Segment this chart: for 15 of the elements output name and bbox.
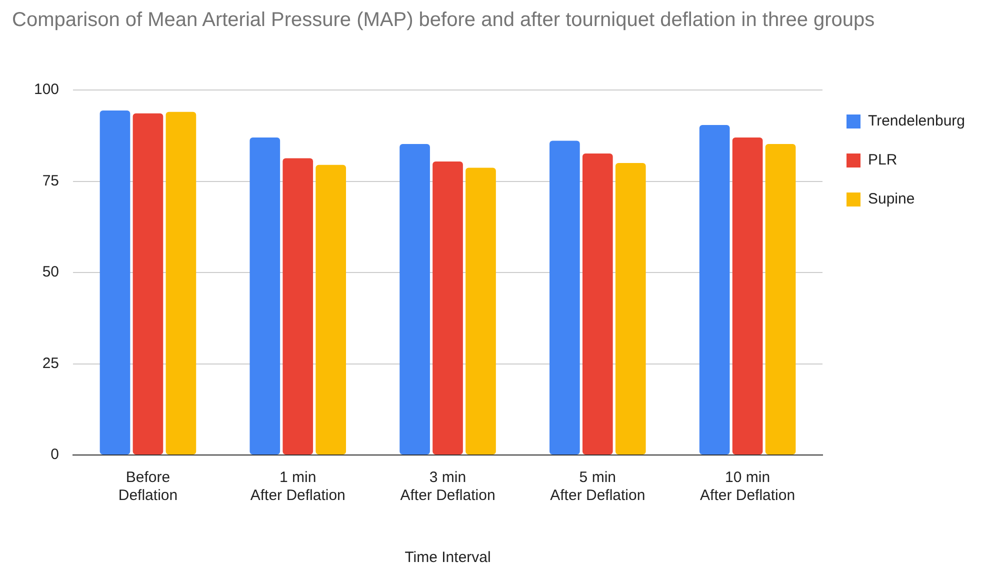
y-tick-label: 25 (42, 354, 60, 372)
x-tick-label: Before Deflation (118, 469, 178, 504)
y-tick-label: 100 (34, 81, 60, 98)
x-tick-label: 1 min After Deflation (250, 469, 346, 504)
y-tick-label: 75 (42, 172, 60, 190)
chart-title: Comparison of Mean Arterial Pressure (MAP) before and after tourniquet deflation in three groups (12, 8, 876, 32)
x-tick-label: 10 min After Deflation (700, 469, 796, 504)
legend-label: PLR (868, 152, 898, 169)
y-tick-label: 50 (42, 264, 60, 281)
legend-label: Trendelenburg (868, 112, 966, 130)
x-axis-title: Time Interval (404, 549, 491, 566)
x-tick-label: 3 min After Deflation (400, 469, 496, 504)
legend-label: Supine (868, 190, 915, 208)
x-tick-label: 5 min After Deflation (550, 469, 646, 504)
y-tick-label: 0 (50, 446, 60, 464)
